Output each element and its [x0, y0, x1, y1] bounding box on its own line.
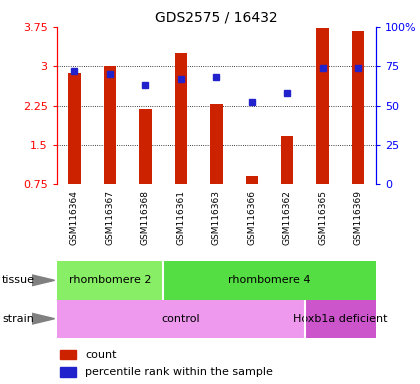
Text: Hoxb1a deficient: Hoxb1a deficient — [293, 314, 388, 324]
Text: percentile rank within the sample: percentile rank within the sample — [85, 367, 273, 377]
Bar — [210, 104, 223, 184]
Bar — [57, 300, 305, 338]
Text: GSM116365: GSM116365 — [318, 190, 327, 245]
Text: rhombomere 4: rhombomere 4 — [228, 275, 311, 285]
Bar — [281, 136, 294, 184]
Text: GSM116369: GSM116369 — [354, 190, 362, 245]
Text: tissue: tissue — [2, 275, 35, 285]
Bar — [175, 53, 187, 184]
Bar — [57, 261, 163, 300]
Bar — [139, 109, 152, 184]
Bar — [163, 261, 376, 300]
Text: GSM116363: GSM116363 — [212, 190, 221, 245]
Bar — [60, 367, 76, 377]
Text: GSM116368: GSM116368 — [141, 190, 150, 245]
Text: GSM116362: GSM116362 — [283, 190, 292, 245]
Text: count: count — [85, 349, 117, 359]
Polygon shape — [32, 313, 55, 324]
Polygon shape — [32, 275, 55, 286]
Bar — [352, 31, 365, 184]
Text: GSM116366: GSM116366 — [247, 190, 256, 245]
Bar — [246, 177, 258, 184]
Bar — [317, 28, 329, 184]
Bar — [104, 66, 116, 184]
Bar — [68, 73, 81, 184]
Bar — [305, 300, 376, 338]
Text: strain: strain — [2, 314, 34, 324]
Bar — [60, 350, 76, 359]
Text: rhombomere 2: rhombomere 2 — [68, 275, 151, 285]
Text: GSM116367: GSM116367 — [105, 190, 114, 245]
Text: GSM116364: GSM116364 — [70, 190, 79, 245]
Text: GSM116361: GSM116361 — [176, 190, 185, 245]
Text: control: control — [162, 314, 200, 324]
Title: GDS2575 / 16432: GDS2575 / 16432 — [155, 10, 278, 24]
